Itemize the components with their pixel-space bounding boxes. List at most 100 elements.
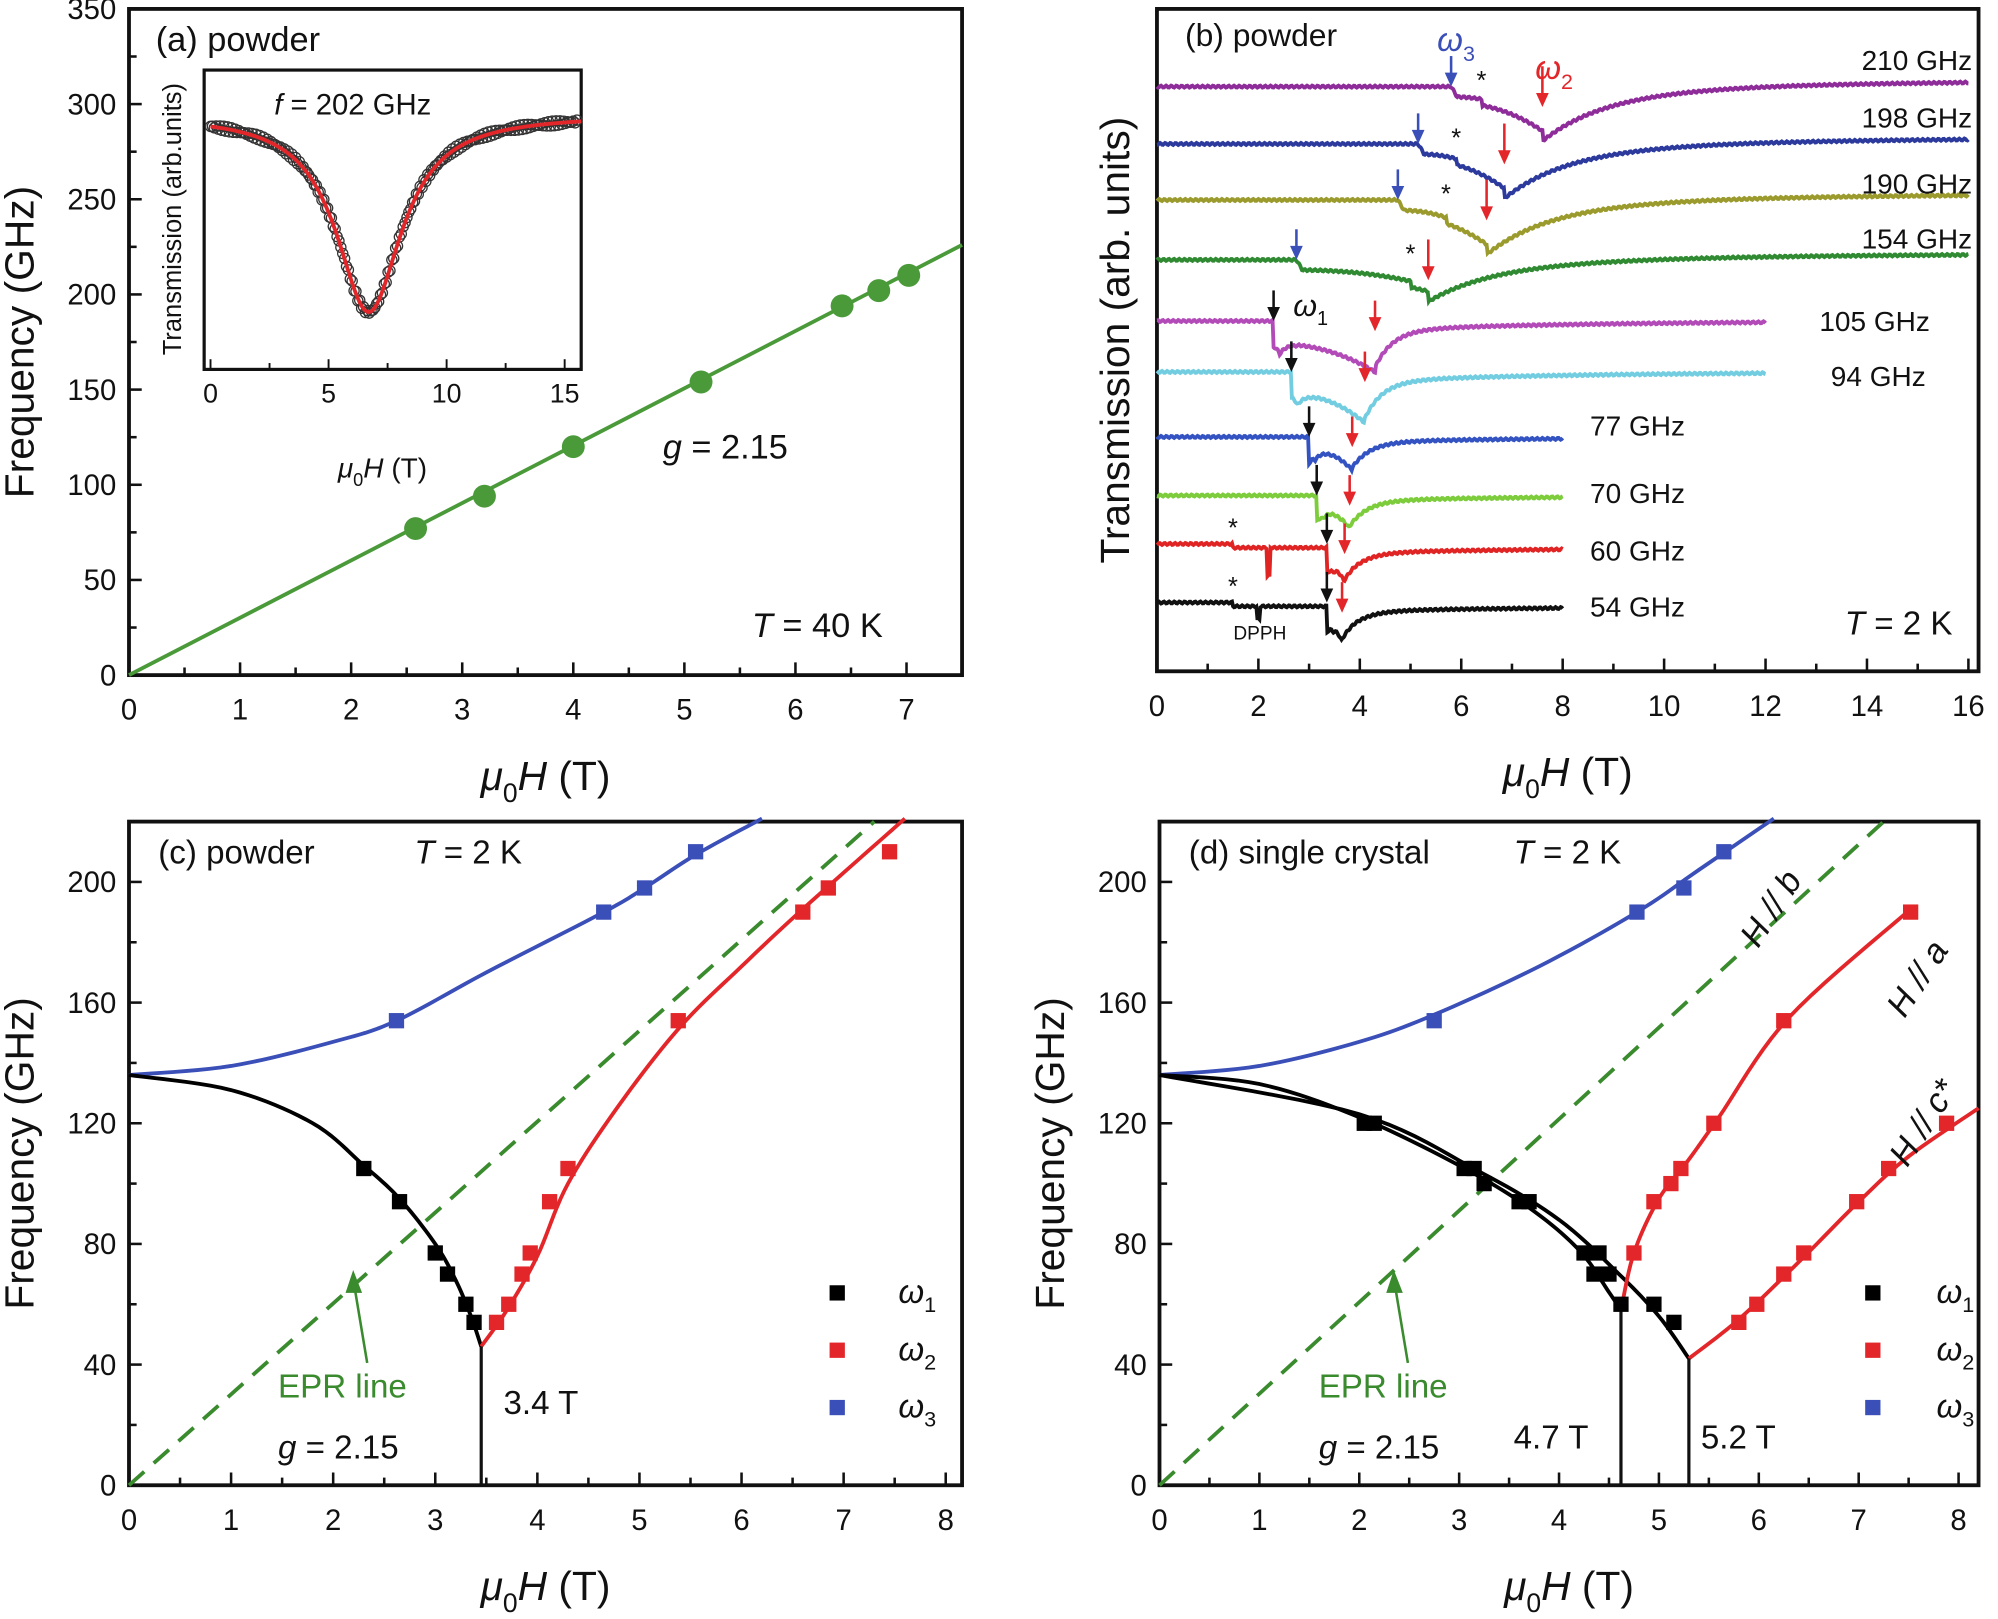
epr-line-label: EPR line [278,1368,407,1405]
inset-title: f = 202 GHz [274,89,431,122]
temperature-annotation: T = 2 K [1514,835,1622,872]
y-tick-label: 150 [67,374,116,407]
dpph-label: DPPH [1233,623,1286,644]
text-part: = 2 K [1865,605,1952,642]
omega1-data-point [466,1314,482,1330]
omega1-data-point [1586,1266,1602,1282]
x-tick-label: 1 [1251,1504,1267,1537]
omega1-fit-curve [128,1073,484,1348]
omega2-data-point [1731,1314,1747,1330]
omega1-data-point [1476,1175,1492,1192]
y-tick-label: 40 [84,1349,117,1382]
artifact-star: * [1228,514,1238,542]
omega1-arrow-head [1320,529,1334,544]
inset-data-point [433,156,445,169]
x-tick-label: 4 [1551,1504,1567,1537]
omega1-data-point [458,1296,474,1312]
y-tick-label: 50 [84,564,117,597]
omega1-fit-curve [1159,1073,1691,1360]
text-part: 3 [1463,42,1475,66]
omega2-data-point [1626,1245,1642,1261]
unit: (T) [1569,749,1632,795]
omega-symbol: ω [898,1274,924,1311]
x-tick-label: 6 [1453,690,1469,723]
x-tick-label: 8 [1950,1504,1966,1537]
omega2-data-point [1881,1160,1897,1177]
artifact-star: * [1441,181,1451,209]
omega3-arrow-head [1411,129,1425,144]
inset-x-axis-label: μ0H (T) [337,453,427,490]
spectrum-curve [1156,316,1767,376]
legend-marker-omega1 [1865,1285,1881,1301]
y-tick-label: 80 [1114,1228,1147,1261]
x-tick-label: 2 [1351,1504,1367,1537]
x-tick-label: 8 [938,1504,954,1537]
artifact-star: * [1477,67,1487,95]
field-symbol: H [518,1563,548,1609]
unit: (T) [1571,1563,1634,1609]
legend-label-omega1: ω1 [1937,1274,1975,1317]
h-parallel-b-label: H // b [1733,864,1810,954]
text-part: T [414,835,437,872]
omega1-arrow-head [1284,357,1298,372]
omega3-arrow-head [1391,185,1405,200]
inset-fit-curve [210,119,582,315]
x-tick-label: 10 [1648,690,1681,723]
data-point [867,279,891,303]
y-tick-label: 350 [67,0,116,26]
legend-marker-omega1 [829,1285,845,1301]
x-tick-label: 4 [1352,690,1368,723]
omega1-data-point [1466,1160,1482,1177]
omega1-arrow-head [1267,306,1280,321]
omega2-arrow-head [1536,92,1549,107]
legend-marker-omega2 [829,1342,845,1358]
omega2-arrow-head [1345,433,1359,448]
y-tick-label: 200 [1098,866,1147,899]
omega3-data-point [636,880,653,896]
y-axis-label: Transmission (arb. units) [1092,117,1138,564]
x-tick-label: 0 [121,1504,137,1537]
omega2-data-point [670,1013,686,1029]
y-tick-label: 120 [1098,1107,1147,1140]
field-symbol: H [518,753,548,799]
text-part: = 2.15 [1337,1430,1439,1467]
omega2-label: ω2 [1535,50,1573,94]
omega2-data-point [522,1245,538,1261]
text-part: = 2 K [1534,835,1621,872]
epr-arrow-head [1386,1269,1403,1293]
mu-symbol: μ [480,1563,503,1609]
omega2-fit-curve [1619,907,1912,1311]
text-part: ω [1293,289,1317,323]
x-tick-label: 6 [787,694,803,727]
g-factor-annotation: g = 2.15 [663,429,788,467]
omega1-data-point [1601,1266,1617,1282]
x-tick-label: 0 [121,694,137,727]
omega-symbol: ω [1937,1274,1963,1311]
text-part: 2 [1561,70,1573,94]
y-tick-label: 200 [67,866,116,899]
omega2-arrow-head [1343,491,1357,506]
text-part: ω [1535,50,1561,87]
omega3-fit-curve [1159,817,1775,1077]
inset-data-point [304,172,317,184]
text-part: ω [1437,22,1463,59]
epr-line-label: EPR line [1319,1368,1448,1405]
omega3-data-point [687,844,704,860]
omega-symbol: ω [1937,1389,1963,1426]
omega2-data-point [501,1296,517,1312]
y-tick-label: 250 [67,183,116,216]
omega3-arrow-head [1444,72,1458,87]
x-tick-label: 8 [1555,690,1571,723]
data-point [689,370,713,394]
unit: (T) [547,1563,610,1609]
y-axis-label: Frequency (GHz) [0,997,42,1309]
x-tick-label: 2 [1250,690,1266,723]
omega3-data-point [1629,904,1645,920]
x-tick-label: 14 [1851,690,1884,723]
omega3-fit-curve [128,816,763,1077]
g-factor-fit-line [128,243,963,677]
g-factor-annotation: g = 2.15 [1319,1430,1440,1467]
